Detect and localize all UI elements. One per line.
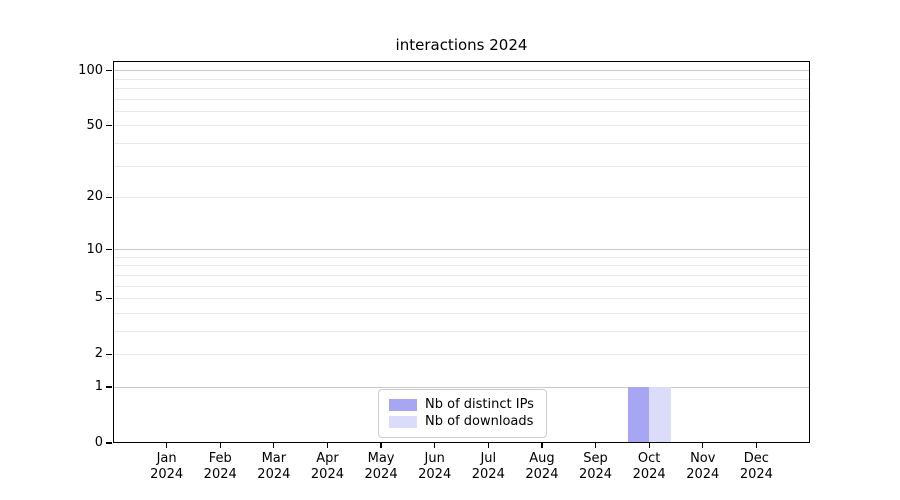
x-tick-year: 2024 xyxy=(418,466,452,482)
x-tick-label: Apr 2024 xyxy=(299,451,355,482)
gridline-minor xyxy=(113,88,810,90)
x-tick-mark xyxy=(166,443,168,448)
y-tick-label: 1 xyxy=(94,379,103,395)
gridline-minor xyxy=(113,110,810,112)
y-tick-label: 0 xyxy=(94,435,103,450)
x-tick-year: 2024 xyxy=(257,466,291,482)
x-tick-month: Dec xyxy=(743,451,769,466)
gridline-major xyxy=(113,249,810,251)
bar-nb-of-distinct-ips xyxy=(627,387,650,443)
x-tick-label: May 2024 xyxy=(353,451,409,482)
x-tick-year: 2024 xyxy=(525,466,559,482)
x-tick-label: Nov 2024 xyxy=(675,451,731,482)
x-tick-label: Feb 2024 xyxy=(192,451,248,482)
y-tick-mark xyxy=(106,196,112,199)
x-tick-year: 2024 xyxy=(471,466,505,482)
gridline-minor xyxy=(113,256,810,258)
x-tick-year: 2024 xyxy=(739,466,773,482)
x-tick-label: Aug 2024 xyxy=(514,451,570,482)
x-tick-mark xyxy=(380,443,382,448)
y-tick-mark xyxy=(106,442,112,444)
y-tick-label: 100 xyxy=(78,62,103,78)
x-tick-year: 2024 xyxy=(632,466,666,482)
legend-swatch-distinct-ips xyxy=(389,399,417,411)
x-tick-month: May xyxy=(367,451,395,466)
x-tick-mark xyxy=(219,443,221,448)
x-tick-year: 2024 xyxy=(686,466,720,482)
x-tick-mark xyxy=(326,443,329,448)
chart-title: interactions 2024 xyxy=(395,36,528,54)
x-tick-month: Jan xyxy=(156,451,177,466)
x-tick-year: 2024 xyxy=(203,466,237,482)
x-tick-label: Jul 2024 xyxy=(460,451,516,482)
y-tick-mark xyxy=(106,386,112,388)
legend-item-distinct-ips: Nb of distinct IPs xyxy=(389,397,536,413)
x-tick-year: 2024 xyxy=(150,466,184,482)
x-tick-month: Sep xyxy=(583,451,608,466)
gridline-minor xyxy=(113,274,810,276)
x-tick-mark xyxy=(648,443,650,448)
x-tick-mark xyxy=(702,443,704,448)
y-tick-mark xyxy=(106,70,112,72)
y-tick-label: 20 xyxy=(86,189,103,205)
x-tick-mark xyxy=(273,443,275,448)
x-tick-label: Jun 2024 xyxy=(407,451,463,482)
x-tick-mark xyxy=(594,443,597,448)
gridline-minor xyxy=(113,285,810,287)
legend-label-downloads: Nb of downloads xyxy=(425,414,534,429)
gridline-minor xyxy=(113,353,810,355)
x-tick-month: Oct xyxy=(637,451,661,466)
y-tick-label: 5 xyxy=(94,290,103,306)
gridline-major xyxy=(113,70,810,72)
x-tick-label: Jan 2024 xyxy=(139,451,195,482)
legend: Nb of distinct IPs Nb of downloads xyxy=(378,389,547,438)
y-tick-label: 10 xyxy=(86,241,103,257)
gridline-minor xyxy=(113,125,810,127)
x-tick-month: Jun xyxy=(424,451,445,466)
x-tick-mark xyxy=(755,443,757,448)
y-tick-mark xyxy=(106,125,112,127)
gridline-minor xyxy=(113,142,810,144)
x-tick-year: 2024 xyxy=(364,466,398,482)
gridline-minor xyxy=(113,98,810,100)
gridline-minor xyxy=(113,196,810,198)
x-tick-year: 2024 xyxy=(310,466,344,482)
gridline-minor xyxy=(113,312,810,314)
legend-swatch-downloads xyxy=(389,416,417,428)
bar-nb-of-downloads xyxy=(649,387,671,443)
legend-label-distinct-ips: Nb of distinct IPs xyxy=(425,397,534,412)
y-tick-label: 2 xyxy=(94,346,103,362)
x-tick-month: Nov xyxy=(690,451,716,466)
gridline-minor xyxy=(113,297,810,299)
x-tick-month: Apr xyxy=(316,451,339,466)
x-tick-month: Feb xyxy=(208,451,232,466)
x-tick-month: Aug xyxy=(529,451,555,466)
gridline-minor xyxy=(113,330,810,332)
gridline-minor xyxy=(113,265,810,267)
x-tick-month: Mar xyxy=(261,451,287,466)
y-tick-mark xyxy=(106,353,112,355)
x-tick-mark xyxy=(487,443,489,448)
y-tick-mark xyxy=(106,248,112,251)
x-tick-mark xyxy=(434,443,436,448)
gridline-major xyxy=(113,386,810,388)
x-tick-month: Jul xyxy=(480,451,497,466)
x-tick-label: Dec 2024 xyxy=(728,451,784,482)
gridline-minor xyxy=(113,165,810,167)
x-tick-label: Oct 2024 xyxy=(621,451,677,482)
x-tick-year: 2024 xyxy=(578,466,613,482)
x-tick-label: Sep 2024 xyxy=(568,451,624,482)
legend-item-downloads: Nb of downloads xyxy=(389,414,536,430)
y-tick-label: 50 xyxy=(86,117,103,133)
x-tick-mark xyxy=(541,443,543,448)
y-tick-mark xyxy=(106,297,112,300)
x-tick-label: Mar 2024 xyxy=(246,451,302,482)
gridline-minor xyxy=(113,78,810,80)
